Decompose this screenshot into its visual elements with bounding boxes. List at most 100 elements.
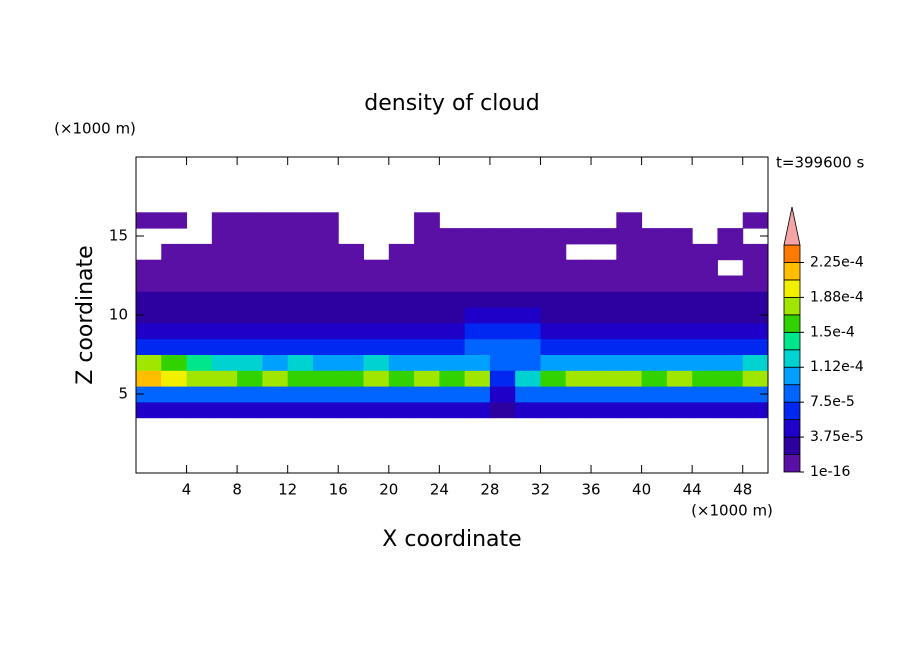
contour-cell xyxy=(742,354,769,371)
contour-cell xyxy=(186,275,213,292)
colorbar-bin xyxy=(783,401,801,421)
contour-cell xyxy=(565,275,592,292)
contour-cell xyxy=(211,401,238,419)
x-tick-label: 28 xyxy=(480,481,499,499)
colorbar-label: 1.88e-4 xyxy=(810,289,864,305)
contour-cell xyxy=(489,275,516,292)
contour-cell xyxy=(161,259,188,276)
contour-cell xyxy=(717,338,744,355)
contour-cell xyxy=(666,338,693,355)
contour-cell xyxy=(464,275,491,292)
contour-cell xyxy=(414,338,440,355)
contour-cell xyxy=(161,401,188,419)
contour-cell xyxy=(338,354,365,371)
contour-cell xyxy=(439,354,466,371)
x-tick-label: 44 xyxy=(683,481,702,499)
contour-cell xyxy=(464,228,491,245)
contour-cell xyxy=(616,338,643,355)
contour-cell xyxy=(388,291,415,308)
contour-cell xyxy=(616,275,643,292)
contour-cell xyxy=(363,338,390,355)
contour-cell xyxy=(388,322,415,340)
contour-cell xyxy=(641,370,668,387)
contour-cell xyxy=(742,275,769,292)
contour-cell xyxy=(186,307,213,324)
contour-cell xyxy=(464,370,491,387)
contour-cell xyxy=(388,370,415,387)
contour-cell xyxy=(414,259,440,276)
contour-cell xyxy=(312,291,339,308)
contour-cell xyxy=(692,386,718,403)
contour-cell xyxy=(616,307,643,324)
contour-cell xyxy=(287,370,314,387)
x-unit: (×1000 m) xyxy=(691,502,773,520)
contour-cell xyxy=(540,322,567,340)
contour-cell xyxy=(414,275,440,292)
contour-cell xyxy=(565,338,592,355)
contour-cell xyxy=(388,338,415,355)
contour-cell xyxy=(641,401,668,419)
y-tick-label: 15 xyxy=(109,227,128,245)
contour-cell xyxy=(312,370,339,387)
contour-cell xyxy=(186,259,213,276)
contour-cell xyxy=(186,243,213,261)
contour-cell xyxy=(211,275,238,292)
contour-cell xyxy=(312,243,339,261)
contour-cell xyxy=(211,322,238,340)
contour-cell xyxy=(388,386,415,403)
x-tick-label: 24 xyxy=(430,481,449,499)
x-tick-label: 8 xyxy=(232,481,242,499)
contour-cell xyxy=(692,275,718,292)
contour-cell xyxy=(515,259,541,276)
contour-cell xyxy=(591,307,617,324)
contour-cell xyxy=(161,386,188,403)
contour-cell xyxy=(591,401,617,419)
colorbar-bin xyxy=(783,314,801,333)
contour-cell xyxy=(717,243,744,261)
colorbar-extend xyxy=(783,206,801,246)
contour-cell xyxy=(211,338,238,355)
contour-cell xyxy=(312,307,339,324)
contour-cell xyxy=(262,401,289,419)
contour-cell xyxy=(464,386,491,403)
contour-cell xyxy=(338,275,365,292)
contour-cell xyxy=(161,291,188,308)
contour-cell xyxy=(363,401,390,419)
contour-cell xyxy=(641,322,668,340)
contour-cell xyxy=(742,212,769,229)
contour-cell xyxy=(262,370,289,387)
contour-cell xyxy=(262,307,289,324)
contour-cell xyxy=(540,307,567,324)
contour-cell xyxy=(287,386,314,403)
contour-cell xyxy=(287,243,314,261)
colorbar-label: 2.25e-4 xyxy=(810,254,864,270)
y-axis-label: Z coordinate xyxy=(73,245,98,384)
contour-cell xyxy=(338,259,365,276)
contour-cell xyxy=(312,228,339,245)
contour-cell xyxy=(439,291,466,308)
contour-cell xyxy=(489,291,516,308)
x-tick-label: 16 xyxy=(329,481,348,499)
contour-cell xyxy=(262,259,289,276)
contour-cell xyxy=(515,243,541,261)
contour-cell xyxy=(414,291,440,308)
contour-cell xyxy=(186,370,213,387)
contour-cell xyxy=(666,228,693,245)
x-tick-label: 12 xyxy=(278,481,297,499)
contour-cell xyxy=(742,243,769,261)
contour-cell xyxy=(717,228,744,245)
contour-cell xyxy=(515,354,541,371)
contour-cell xyxy=(540,275,567,292)
contour-cell xyxy=(262,212,289,229)
contour-cell xyxy=(717,307,744,324)
contour-cell xyxy=(565,401,592,419)
contour-cell xyxy=(565,259,592,276)
contour-cell xyxy=(211,307,238,324)
contour-cell xyxy=(363,275,390,292)
contour-cell xyxy=(414,354,440,371)
contour-cell xyxy=(338,243,365,261)
contour-cell xyxy=(262,386,289,403)
contour-cell xyxy=(237,370,263,387)
contour-cell xyxy=(136,370,162,387)
contour-cell xyxy=(439,275,466,292)
